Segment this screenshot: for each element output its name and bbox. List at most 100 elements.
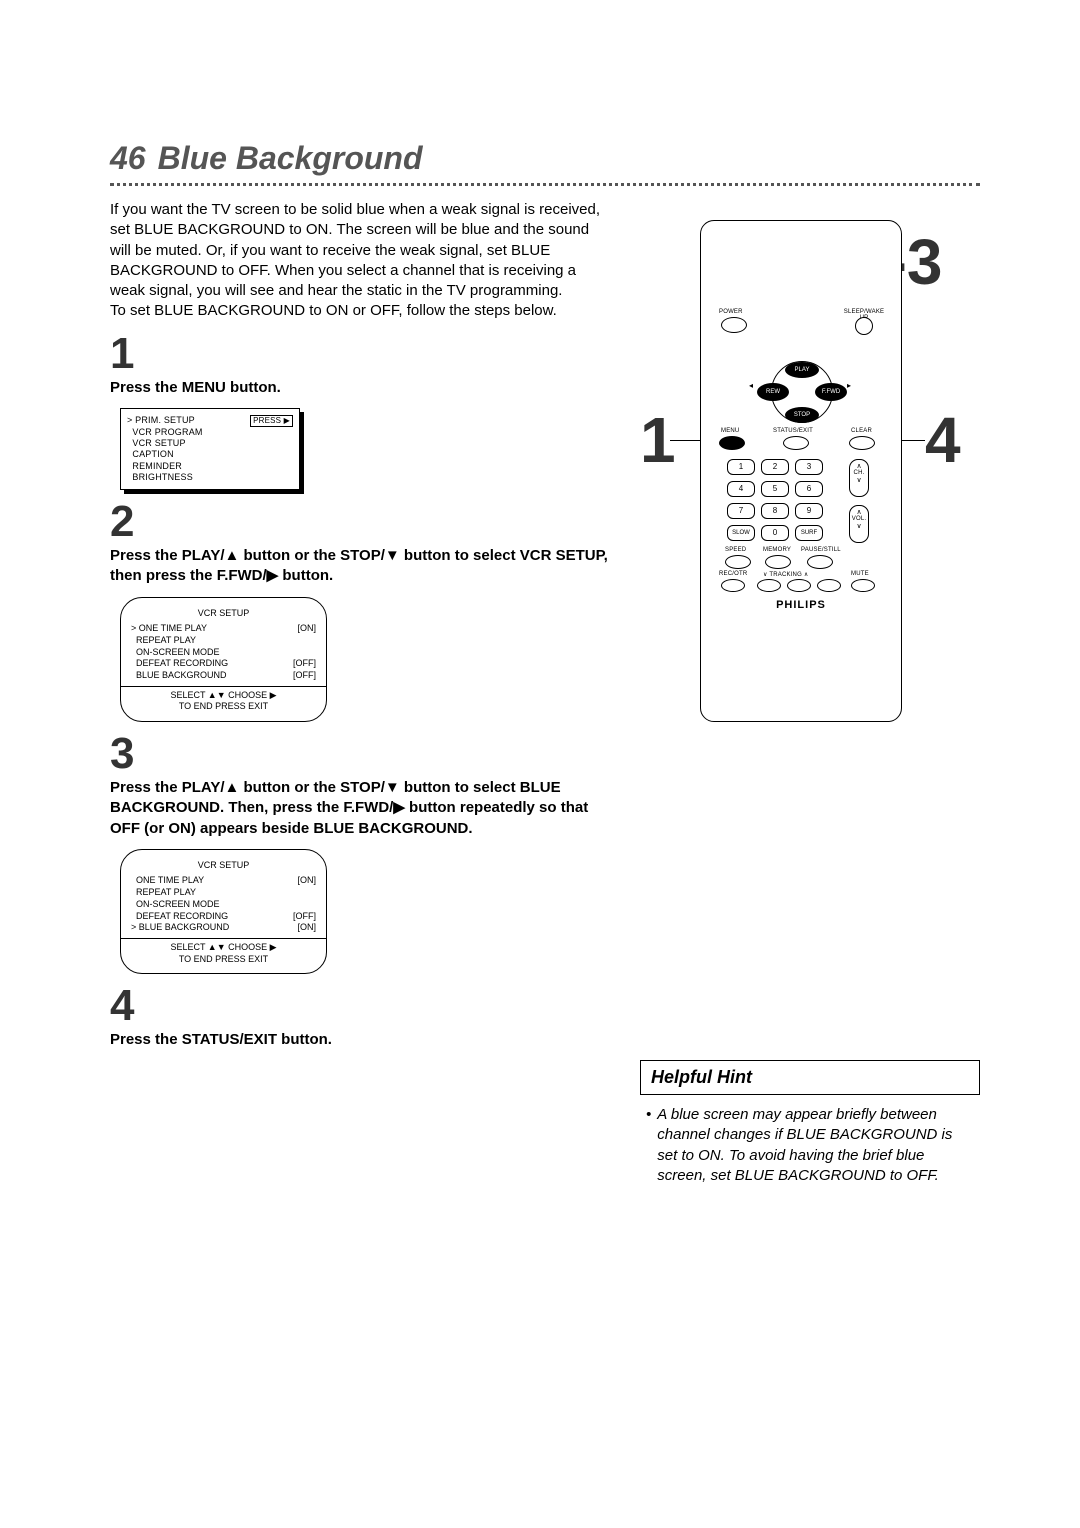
channel-rocker[interactable]: ∧ CH. ∨ (849, 459, 869, 497)
rew-button[interactable]: REW (757, 383, 789, 401)
status-button[interactable] (783, 436, 809, 450)
rec-label: REC/OTR (719, 571, 747, 577)
press-indicator: PRESS ▶ (250, 415, 293, 427)
power-button[interactable] (721, 317, 747, 333)
screen3-val: [OFF] (293, 911, 316, 923)
volume-rocker[interactable]: ∧ VOL. ∨ (849, 505, 869, 543)
screen2-footer2: TO END PRESS EXIT (131, 701, 316, 713)
key-2[interactable]: 2 (761, 459, 789, 475)
content-columns: If you want the TV screen to be solid bl… (110, 200, 980, 1051)
menu-button[interactable] (719, 436, 745, 450)
screen2-val: [OFF] (293, 658, 316, 670)
hint-header: Helpful Hint (640, 1060, 980, 1095)
bullet-icon: • (646, 1105, 651, 1186)
tv-screen-2: VCR SETUP > ONE TIME PLAY [ON] REPEAT PLA… (120, 597, 327, 723)
page-number: 46 (110, 140, 146, 177)
rec-button[interactable] (721, 579, 745, 592)
menu1-item: VCR SETUP (127, 438, 186, 449)
memory-button[interactable] (765, 555, 791, 569)
hint-text: A blue screen may appear briefly between… (657, 1105, 974, 1186)
key-5[interactable]: 5 (761, 481, 789, 497)
surf-button[interactable]: SURF (795, 525, 823, 541)
clear-label: CLEAR (851, 428, 872, 434)
step-text-3: Press the PLAY/▲ button or the STOP/▼ bu… (110, 778, 610, 839)
screen3-val: [ON] (297, 922, 316, 934)
play-button[interactable]: PLAY (785, 362, 819, 378)
tracking-down-button[interactable] (757, 579, 781, 592)
chevron-down-icon: ∨ (850, 476, 868, 484)
screen2-row: DEFEAT RECORDING (131, 658, 228, 670)
pause-label: PAUSE/STILL (801, 547, 841, 553)
chevron-down-icon: ∨ (850, 522, 868, 530)
right-arrow-icon: ▸ (847, 381, 851, 390)
menu1-item: > PRIM. SETUP (127, 415, 195, 427)
key-4[interactable]: 4 (727, 481, 755, 497)
step-number-2: 2 (110, 500, 610, 544)
callout-right: 4 (925, 408, 961, 472)
right-column: 2-3 1 4 POWER SLEEP/WAKE UP PLAY STOP (640, 200, 980, 1051)
intro-text: If you want the TV screen to be solid bl… (110, 200, 610, 322)
step-text-2: Press the PLAY/▲ button or the STOP/▼ bu… (110, 546, 610, 587)
page-title: Blue Background (158, 140, 423, 177)
key-6[interactable]: 6 (795, 481, 823, 497)
screen2-title: VCR SETUP (131, 608, 316, 620)
remote-control: POWER SLEEP/WAKE UP PLAY STOP REW F.FWD … (700, 220, 902, 722)
menu1-item: VCR PROGRAM (127, 427, 203, 438)
stop-button[interactable]: STOP (785, 407, 819, 423)
ffwd-button[interactable]: F.FWD (815, 383, 847, 401)
screen2-row: BLUE BACKGROUND (131, 670, 227, 682)
screen3-title: VCR SETUP (131, 860, 316, 872)
key-9[interactable]: 9 (795, 503, 823, 519)
page: 46 Blue Background If you want the TV sc… (0, 0, 1080, 1091)
helpful-hint: Helpful Hint • A blue screen may appear … (640, 1060, 980, 1186)
divider (110, 183, 980, 186)
screen2-row: REPEAT PLAY (131, 635, 196, 647)
slow-button[interactable]: SLOW (727, 525, 755, 541)
chevron-up-icon: ∧ (850, 508, 868, 516)
step-number-1: 1 (110, 332, 610, 376)
tracking-up-button[interactable] (787, 579, 811, 592)
menu1-item: BRIGHTNESS (127, 472, 193, 483)
screen3-row: > BLUE BACKGROUND (131, 922, 229, 934)
power-label: POWER (719, 309, 743, 315)
menu1-item: REMINDER (127, 461, 182, 472)
hint-body: • A blue screen may appear briefly betwe… (640, 1095, 980, 1186)
key-0[interactable]: 0 (761, 525, 789, 541)
step-number-4: 4 (110, 984, 610, 1028)
menu-screen-1: > PRIM. SETUP PRESS ▶ VCR PROGRAM VCR SET… (120, 408, 300, 490)
title-row: 46 Blue Background (110, 140, 980, 177)
left-arrow-icon: ◂ (749, 381, 753, 390)
key-8[interactable]: 8 (761, 503, 789, 519)
screen3-footer2: TO END PRESS EXIT (131, 954, 316, 966)
step-text-1: Press the MENU button. (110, 378, 610, 398)
clear-button[interactable] (849, 436, 875, 450)
screen3-row: ON-SCREEN MODE (131, 899, 220, 911)
screen3-row: ONE TIME PLAY (131, 875, 204, 887)
screen3-footer1: SELECT ▲▼ CHOOSE ▶ (131, 942, 316, 954)
step-number-3: 3 (110, 732, 610, 776)
key-7[interactable]: 7 (727, 503, 755, 519)
speed-label: SPEED (725, 547, 746, 553)
memory-label: MEMORY (763, 547, 791, 553)
screen3-row: REPEAT PLAY (131, 887, 196, 899)
screen2-row: ON-SCREEN MODE (131, 647, 220, 659)
screen2-footer1: SELECT ▲▼ CHOOSE ▶ (131, 690, 316, 702)
screen2-row: > ONE TIME PLAY (131, 623, 207, 635)
status-label: STATUS/EXIT (773, 428, 813, 434)
key-1[interactable]: 1 (727, 459, 755, 475)
screen3-val: [ON] (297, 875, 316, 887)
extra-button[interactable] (817, 579, 841, 592)
pause-button[interactable] (807, 555, 833, 569)
sleep-button[interactable] (855, 317, 873, 335)
screen2-val: [ON] (297, 623, 316, 635)
menu-label: MENU (721, 428, 739, 434)
mute-label: MUTE (851, 571, 869, 577)
speed-button[interactable] (725, 555, 751, 569)
menu1-item: CAPTION (127, 449, 174, 460)
chevron-up-icon: ∧ (850, 462, 868, 470)
left-column: If you want the TV screen to be solid bl… (110, 200, 610, 1051)
key-3[interactable]: 3 (795, 459, 823, 475)
mute-button[interactable] (851, 579, 875, 592)
tracking-label: ∨ TRACKING ∧ (763, 571, 808, 578)
brand-label: PHILIPS (701, 599, 901, 611)
